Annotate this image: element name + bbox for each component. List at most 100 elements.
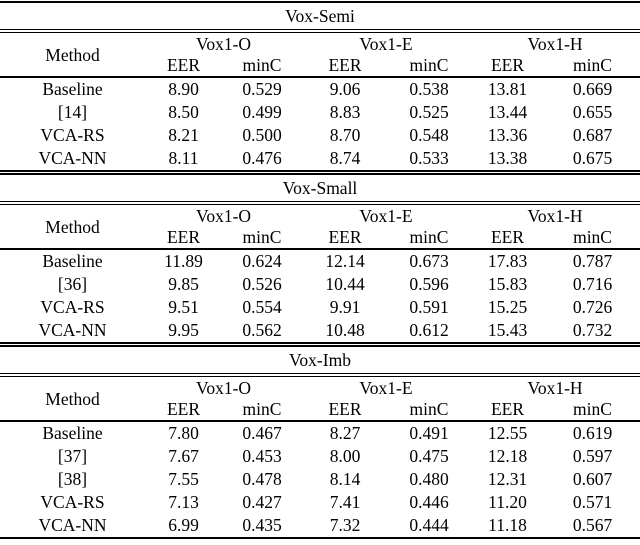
value-cell: 0.467 xyxy=(242,423,282,443)
value-cell: 0.732 xyxy=(572,320,613,340)
metric-header-row: EER minC EER minC EER minC xyxy=(0,399,640,422)
value-cell: 0.787 xyxy=(572,251,613,271)
method-cell: VCA-NN xyxy=(38,320,107,340)
metric-header-eer: EER xyxy=(145,227,222,250)
value-cell: 0.655 xyxy=(572,102,613,122)
table-row: [38] 7.55 0.478 8.14 0.480 12.31 0.607 xyxy=(0,468,640,491)
value-cell: 0.548 xyxy=(409,125,449,145)
method-column-header: Method xyxy=(0,31,145,78)
value-cell: 0.607 xyxy=(572,469,613,489)
metric-header-minc: minC xyxy=(545,227,640,250)
value-cell: 15.43 xyxy=(487,320,528,340)
table-title-row: Vox-Small xyxy=(0,172,640,205)
method-cell: VCA-RS xyxy=(40,492,105,512)
method-cell: [36] xyxy=(57,274,88,294)
value-cell: 0.478 xyxy=(242,469,282,489)
value-cell: 8.74 xyxy=(329,148,361,168)
table-title-row: Vox-Semi xyxy=(0,2,640,33)
value-cell: 8.11 xyxy=(168,148,199,168)
method-column-header: Method xyxy=(0,203,145,250)
value-cell: 0.619 xyxy=(572,423,613,443)
table-title: Vox-Imb xyxy=(0,344,640,377)
value-cell: 7.32 xyxy=(329,515,361,535)
value-cell: 9.51 xyxy=(168,297,199,317)
value-cell: 0.716 xyxy=(572,274,613,294)
value-cell: 0.476 xyxy=(242,148,282,168)
value-cell: 0.596 xyxy=(409,274,449,294)
value-cell: 0.491 xyxy=(409,423,449,443)
value-cell: 0.435 xyxy=(242,515,282,535)
group-header-vox1-e: Vox1-E xyxy=(359,34,413,54)
table-row: Baseline 11.89 0.624 12.14 0.673 17.83 0.787 xyxy=(0,249,640,273)
value-cell: 0.673 xyxy=(409,251,449,271)
results-table-vox-small: Vox-Small Method Vox1-O Vox1-E Vox1-H EER minC… xyxy=(0,170,640,342)
value-cell: 0.446 xyxy=(409,492,449,512)
value-cell: 15.25 xyxy=(487,297,528,317)
metric-header-row: EER minC EER minC EER minC xyxy=(0,227,640,250)
metric-header-minc: minC xyxy=(222,399,302,422)
value-cell: 8.90 xyxy=(168,79,199,99)
value-cell: 12.18 xyxy=(487,446,528,466)
value-cell: 0.500 xyxy=(242,125,282,145)
metric-header-eer: EER xyxy=(145,399,222,422)
value-cell: 0.571 xyxy=(572,492,613,512)
value-cell: 0.687 xyxy=(572,125,613,145)
value-cell: 0.591 xyxy=(409,297,449,317)
value-cell: 9.91 xyxy=(329,297,361,317)
value-cell: 0.529 xyxy=(242,79,282,99)
value-cell: 0.533 xyxy=(409,148,449,168)
metric-header-minc: minC xyxy=(222,227,302,250)
value-cell: 12.31 xyxy=(487,469,528,489)
method-cell: VCA-NN xyxy=(38,515,107,535)
table-row: VCA-NN 6.99 0.435 7.32 0.444 11.18 0.567 xyxy=(0,514,640,538)
value-cell: 8.70 xyxy=(329,125,361,145)
method-cell: Baseline xyxy=(42,79,103,99)
value-cell: 0.624 xyxy=(242,251,282,271)
method-column-header: Method xyxy=(0,375,145,422)
metric-header-eer: EER xyxy=(470,399,545,422)
value-cell: 9.85 xyxy=(168,274,199,294)
table-row: [36] 9.85 0.526 10.44 0.596 15.83 0.716 xyxy=(0,273,640,296)
method-cell: VCA-RS xyxy=(40,297,105,317)
metric-header-eer: EER xyxy=(302,399,388,422)
group-header-vox1-e: Vox1-E xyxy=(359,378,413,398)
group-header-vox1-h: Vox1-H xyxy=(527,378,583,398)
value-cell: 0.526 xyxy=(242,274,282,294)
table-title: Vox-Small xyxy=(0,172,640,205)
value-cell: 9.95 xyxy=(168,320,199,340)
metric-header-minc: minC xyxy=(388,399,470,422)
value-cell: 0.480 xyxy=(409,469,449,489)
value-cell: 0.427 xyxy=(242,492,282,512)
value-cell: 11.89 xyxy=(164,251,203,271)
value-cell: 0.597 xyxy=(572,446,613,466)
table-row: Baseline 7.80 0.467 8.27 0.491 12.55 0.619 xyxy=(0,421,640,445)
value-cell: 8.00 xyxy=(329,446,361,466)
table-row: [37] 7.67 0.453 8.00 0.475 12.18 0.597 xyxy=(0,445,640,468)
value-cell: 7.55 xyxy=(168,469,199,489)
table-row: [14] 8.50 0.499 8.83 0.525 13.44 0.655 xyxy=(0,101,640,124)
table-row: VCA-RS 9.51 0.554 9.91 0.591 15.25 0.726 xyxy=(0,296,640,319)
metric-header-eer: EER xyxy=(470,227,545,250)
value-cell: 13.81 xyxy=(487,79,528,99)
metric-header-minc: minC xyxy=(545,55,640,78)
metric-header-minc: minC xyxy=(388,55,470,78)
method-cell: [14] xyxy=(57,102,88,122)
group-header-row: Method Vox1-O Vox1-E Vox1-H xyxy=(0,31,640,78)
group-header-vox1-o: Vox1-O xyxy=(195,34,252,54)
method-cell: VCA-NN xyxy=(38,148,107,168)
value-cell: 9.06 xyxy=(329,79,361,99)
value-cell: 0.525 xyxy=(409,102,449,122)
value-cell: 0.726 xyxy=(572,297,613,317)
value-cell: 12.55 xyxy=(487,423,528,443)
metric-header-row: EER minC EER minC EER minC xyxy=(0,55,640,78)
value-cell: 15.83 xyxy=(487,274,528,294)
value-cell: 0.453 xyxy=(242,446,282,466)
group-header-vox1-e: Vox1-E xyxy=(359,206,413,226)
value-cell: 8.83 xyxy=(329,102,361,122)
table-row: VCA-RS 7.13 0.427 7.41 0.446 11.20 0.571 xyxy=(0,491,640,514)
value-cell: 12.14 xyxy=(325,251,365,271)
metric-header-minc: minC xyxy=(545,399,640,422)
results-table-vox-imb: Vox-Imb Method Vox1-O Vox1-E Vox1-H EER minC EE… xyxy=(0,342,640,539)
